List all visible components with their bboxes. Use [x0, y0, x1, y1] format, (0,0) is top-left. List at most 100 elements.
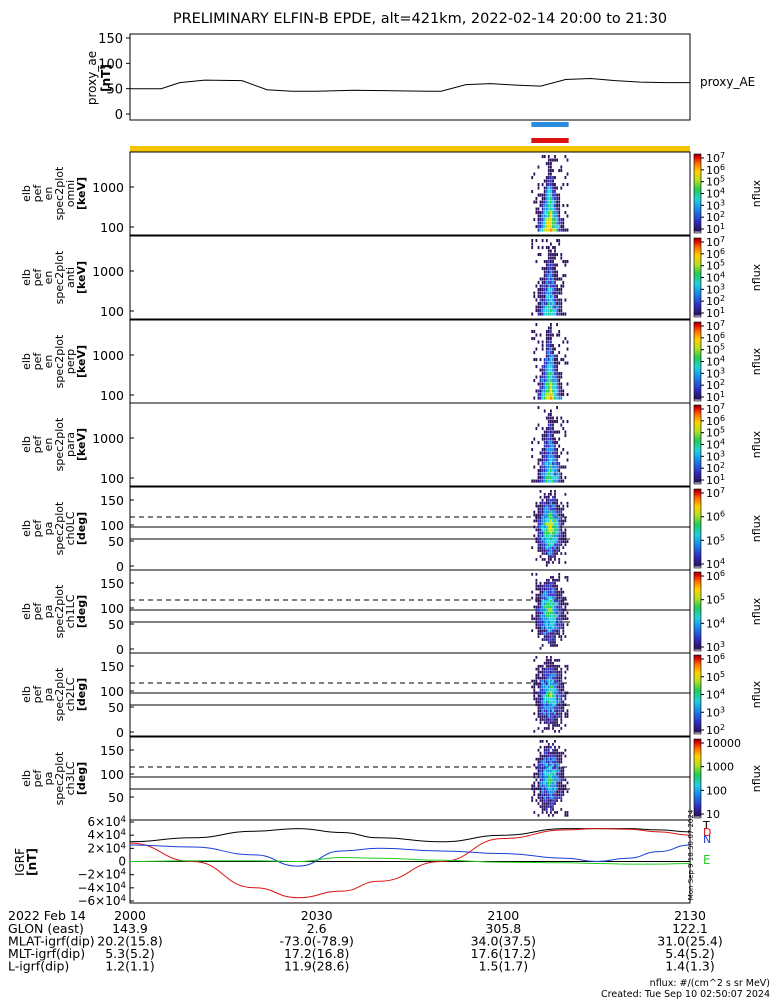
spectrogram-cell — [558, 193, 561, 197]
spectrogram-cell — [539, 709, 542, 712]
spectrogram-cell — [556, 528, 558, 532]
footer-row-label: MLT-igrf(dip) — [8, 946, 85, 961]
spectrogram-cell — [556, 218, 558, 222]
spectrogram-cell — [552, 688, 554, 692]
spectrogram-cell — [556, 420, 558, 424]
spectrogram-cell — [554, 670, 556, 674]
spectrogram-cell — [562, 706, 565, 709]
colorbar-tick-label: 104 — [706, 271, 725, 285]
spectrogram-cell — [566, 623, 569, 626]
spectrogram-cell — [552, 552, 554, 555]
spectrogram-cell — [537, 510, 540, 514]
spectrogram-cell — [552, 673, 554, 677]
spectrogram-cell — [547, 386, 550, 390]
spectrogram-cell — [541, 587, 544, 591]
spectrogram-cell — [531, 614, 534, 618]
spectrogram-cell — [537, 546, 540, 549]
spectrogram-cell — [550, 472, 552, 476]
spectrogram-cell — [554, 375, 556, 379]
spectrogram-cell — [556, 158, 558, 162]
spectrogram-cell — [541, 211, 544, 215]
spectrogram-cell — [550, 386, 552, 390]
spectrogram-cell — [554, 766, 556, 770]
spectrogram-cell — [543, 706, 546, 709]
spectrogram-cell — [545, 659, 548, 662]
spectrogram-cell — [560, 528, 563, 532]
spectrogram-cell — [550, 479, 552, 483]
spectrogram-cell — [566, 382, 569, 386]
spectrogram-cell — [547, 225, 550, 229]
spectrogram-cell — [537, 246, 540, 250]
spectrogram-cell — [554, 629, 556, 632]
spectrogram-cell — [545, 479, 548, 483]
spectrogram-cell — [550, 242, 552, 246]
spectrogram-cell — [560, 772, 563, 776]
spectrogram-cell — [541, 519, 544, 523]
spectrogram-cell — [545, 330, 548, 334]
spectrogram-cell — [531, 312, 534, 316]
spectrogram-cell — [547, 531, 550, 535]
spectrogram-cell — [543, 267, 546, 271]
spectrogram-cell — [545, 386, 548, 390]
spectrogram-cell — [543, 772, 546, 776]
spectrogram-cell — [541, 302, 544, 306]
colorbar — [693, 237, 702, 318]
spectrogram-cell — [552, 361, 554, 365]
spectrogram-cell — [552, 784, 554, 788]
spectrogram-cell — [539, 368, 542, 372]
spectrogram-cell — [550, 546, 552, 549]
spectrogram-cell — [545, 760, 548, 764]
igrf-legend-T: T — [702, 819, 710, 832]
colorbar — [693, 321, 702, 402]
spectrogram-cell — [537, 302, 540, 306]
spectrogram-cell — [556, 584, 558, 588]
spectrogram-cell — [556, 333, 558, 337]
footer-row-value: 17.6(17.2) — [471, 946, 536, 961]
spectrogram-cell — [539, 760, 542, 764]
spectrogram-cell — [537, 469, 540, 473]
spectrogram-cell — [531, 796, 534, 799]
spectrogram-cell — [552, 712, 554, 715]
spectrogram-cell — [547, 528, 550, 532]
spectrogram-cell — [560, 667, 563, 671]
spectrogram-cell — [545, 211, 548, 215]
spectrogram-cell — [539, 712, 542, 715]
spectrogram-cell — [543, 778, 546, 782]
spectrogram-cell — [552, 620, 554, 624]
spectrogram-cell — [541, 611, 544, 615]
spectrogram-cell — [550, 667, 552, 671]
spectrogram-cell — [556, 393, 558, 397]
spectrogram-cell — [545, 462, 548, 466]
spectrogram-cell — [558, 611, 561, 615]
spectrogram-cell — [541, 340, 544, 344]
igrf-ytick-label: 6×104 — [88, 815, 126, 829]
spectrogram-cell — [556, 751, 558, 755]
spectrogram-cell — [554, 558, 556, 561]
spectrogram-cell — [535, 587, 538, 591]
spectrogram-cell — [560, 679, 563, 683]
spectrogram-cell — [547, 256, 550, 260]
spectrogram-cell — [562, 775, 565, 779]
spectrogram-cell — [547, 751, 550, 755]
spectrogram-cell — [562, 611, 565, 615]
spectrogram-cell — [560, 169, 563, 173]
spectrogram-cell — [537, 784, 540, 788]
spectrogram-cell — [547, 727, 550, 730]
spectrogram-cell — [537, 584, 540, 588]
spectrogram-cell — [547, 288, 550, 292]
footer-row-label: L-igrf(dip) — [8, 959, 69, 974]
spectrogram-cell — [547, 697, 550, 701]
spectrogram-cell — [566, 602, 569, 606]
spectrogram-cell — [558, 614, 561, 618]
proxy-ae-line — [130, 77, 690, 92]
spectrogram-cell — [539, 751, 542, 755]
spectrogram-cell — [545, 186, 548, 190]
footer-row-value: 20.2(15.8) — [97, 934, 162, 949]
spectrogram-cell — [550, 682, 552, 686]
spectrogram-cell — [539, 685, 542, 689]
spectrogram-cell — [547, 561, 550, 564]
spectrogram-cell — [537, 796, 540, 799]
spectrogram-cell — [558, 682, 561, 686]
spectrogram-cell — [552, 670, 554, 674]
spectrogram-cell — [550, 709, 552, 712]
